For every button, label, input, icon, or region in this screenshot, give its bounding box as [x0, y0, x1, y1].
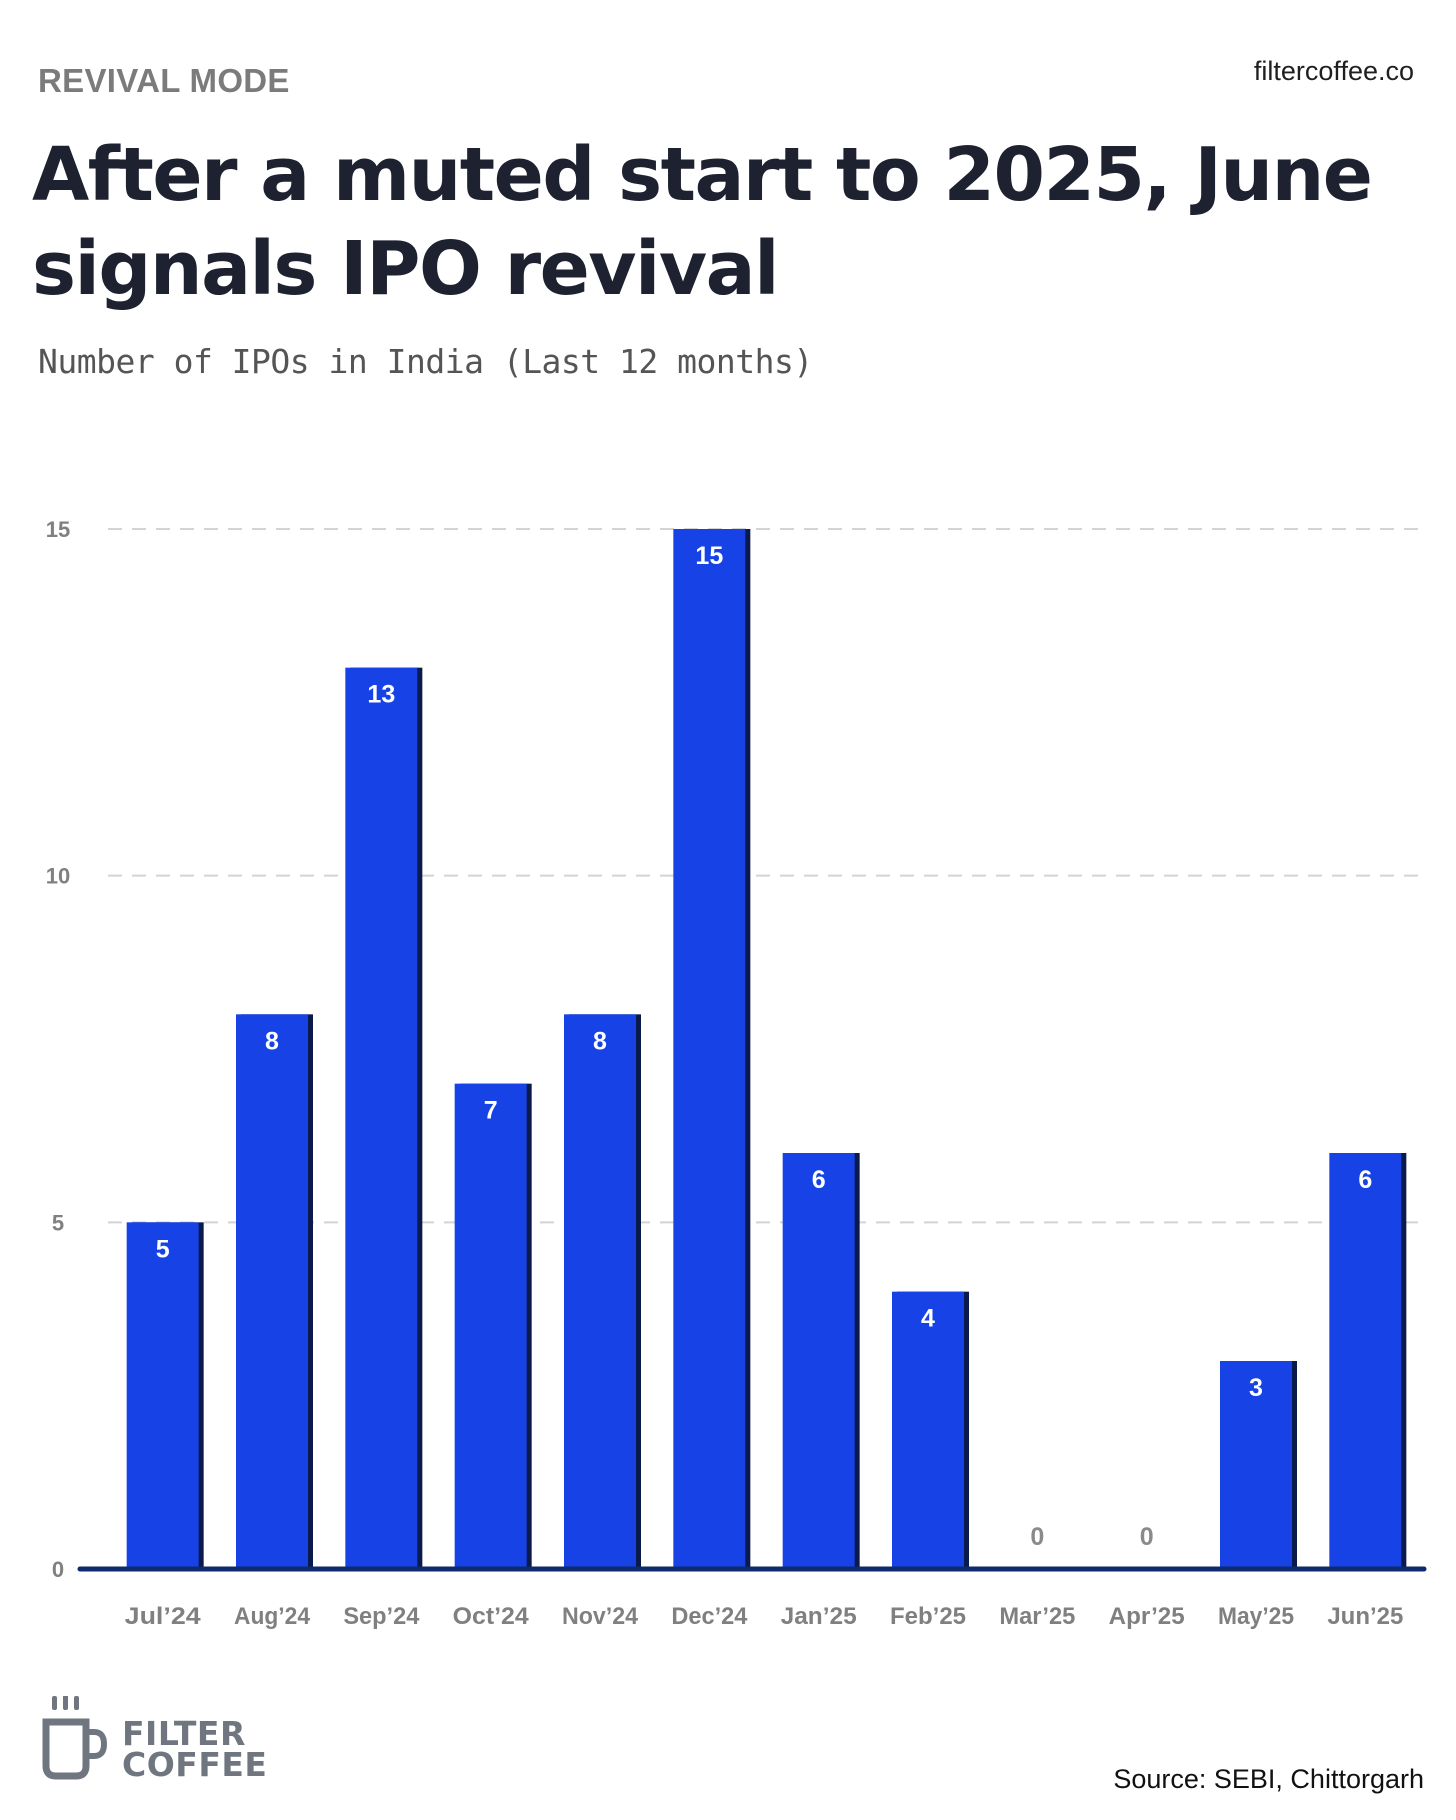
bar — [673, 529, 746, 1569]
site-url[interactable]: filtercoffee.co — [1253, 56, 1414, 86]
bar-value-label: 15 — [695, 542, 723, 570]
y-axis-ticks: 0 5 10 15 — [46, 517, 70, 1582]
x-tick-label: Nov’24 — [562, 1603, 639, 1630]
x-axis-ticks: Jul’24 Aug’24 Sep’24 Oct’24 Nov’24 Dec’24 Jan’… — [125, 1603, 1404, 1630]
gridlines — [108, 528, 1420, 1224]
bar — [892, 1291, 964, 1569]
bar-chart: 0 5 10 15 5 8 13 7 8 15 6 4 0 0 3 6 Jul’24 Aug’24 Sep’24… — [46, 517, 1427, 1630]
y-tick-label: 0 — [52, 1557, 64, 1582]
logo-line-1: FILTER — [122, 1714, 246, 1753]
x-tick-label: Jun’25 — [1327, 1603, 1403, 1630]
bar-value-label: 6 — [1358, 1166, 1372, 1194]
bar-value-label: 5 — [156, 1235, 170, 1263]
y-tick-label: 10 — [46, 864, 70, 889]
bar-value-label: 4 — [921, 1305, 935, 1333]
value-labels: 5 8 13 7 8 15 6 4 0 0 3 6 — [156, 542, 1373, 1551]
bar-value-label: 8 — [593, 1027, 607, 1055]
x-tick-label: Apr’25 — [1109, 1603, 1185, 1630]
source-note: Source: SEBI, Chittorgarh — [1113, 1764, 1424, 1794]
bar — [1329, 1153, 1402, 1569]
logo-line-2: COFFEE — [122, 1745, 268, 1784]
bar — [564, 1014, 636, 1569]
x-tick-label: Jan’25 — [781, 1603, 857, 1630]
chart-title: After a muted start to 2025, June signal… — [32, 132, 1373, 312]
x-tick-label: Dec’24 — [671, 1603, 748, 1630]
y-tick-label: 15 — [46, 517, 70, 542]
bars — [126, 529, 1407, 1569]
logo-wordmark: FILTER COFFEE — [122, 1714, 268, 1784]
bar-value-label: 13 — [367, 681, 395, 709]
x-tick-label: May’25 — [1218, 1603, 1294, 1630]
bar-value-label: 0 — [1030, 1523, 1044, 1551]
kicker-label: REVIVAL MODE — [38, 62, 290, 99]
bar-value-label: 0 — [1140, 1523, 1154, 1551]
bar — [782, 1153, 855, 1569]
bar-value-label: 6 — [812, 1166, 826, 1194]
bar — [126, 1222, 199, 1569]
bar — [454, 1083, 527, 1569]
bar — [1220, 1361, 1292, 1569]
bar — [236, 1014, 308, 1569]
x-tick-label: Aug’24 — [234, 1603, 311, 1630]
chart-subtitle: Number of IPOs in India (Last 12 months) — [38, 342, 813, 381]
x-tick-label: Mar’25 — [999, 1603, 1075, 1630]
bar-value-label: 8 — [265, 1027, 279, 1055]
x-tick-label: Sep’24 — [343, 1603, 420, 1630]
bar-value-label: 3 — [1249, 1374, 1263, 1402]
x-tick-label: Jul’24 — [125, 1603, 202, 1630]
x-tick-label: Oct’24 — [453, 1603, 530, 1630]
x-tick-label: Feb’25 — [890, 1603, 966, 1630]
coffee-mug-icon — [42, 1696, 108, 1780]
bar — [345, 667, 418, 1569]
y-tick-label: 5 — [52, 1210, 64, 1235]
bar-value-label: 7 — [484, 1097, 498, 1125]
